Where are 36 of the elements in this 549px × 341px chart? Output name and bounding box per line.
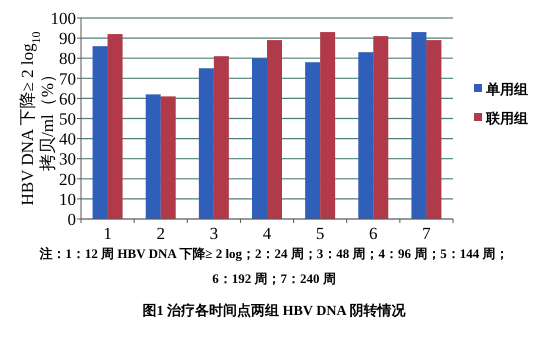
bar [320, 32, 336, 219]
text: 图1 治疗各时间点两组 HBV DNA 阴转情况 [142, 302, 406, 319]
bar [198, 68, 214, 219]
bar [92, 46, 108, 219]
y-tick-label: 70 [59, 69, 76, 88]
x-tick-label: 5 [316, 224, 324, 243]
y-tick-label: 80 [59, 49, 76, 68]
x-tick-label: 7 [422, 224, 432, 243]
bar [252, 58, 267, 219]
text: 注：1：12 周 HBV DNA 下降≥ 2 log；2：24 周；3：48 周；4：96 周；5：144 周；6：192 周；7：240 周 [38, 246, 509, 286]
x-tick-label: 2 [156, 224, 165, 243]
bar [305, 62, 320, 219]
legend-label: 单用组 [485, 82, 528, 98]
bar [146, 94, 161, 219]
x-tick-label: 3 [210, 224, 218, 243]
bar [411, 32, 426, 219]
bar [108, 34, 123, 219]
y-tick-label: 30 [59, 150, 76, 169]
bar [358, 52, 374, 219]
y-tick-label: 10 [59, 190, 76, 209]
bar [373, 36, 388, 219]
y-tick-label: 0 [68, 210, 76, 229]
legend-label: 联用组 [485, 111, 528, 127]
y-tick-label: 90 [59, 29, 76, 48]
y-tick-label: 50 [59, 110, 76, 128]
bar [160, 96, 176, 219]
y-tick-label: 60 [59, 89, 76, 108]
bar [214, 56, 229, 219]
y-tick-label: 20 [59, 170, 76, 189]
y-tick-label: 40 [59, 130, 76, 149]
bar [267, 40, 282, 219]
x-tick-label: 6 [369, 224, 378, 243]
bar [426, 40, 442, 219]
x-tick-label: 1 [103, 224, 112, 243]
y-tick-label: 100 [50, 9, 76, 28]
x-tick-label: 4 [262, 224, 272, 243]
